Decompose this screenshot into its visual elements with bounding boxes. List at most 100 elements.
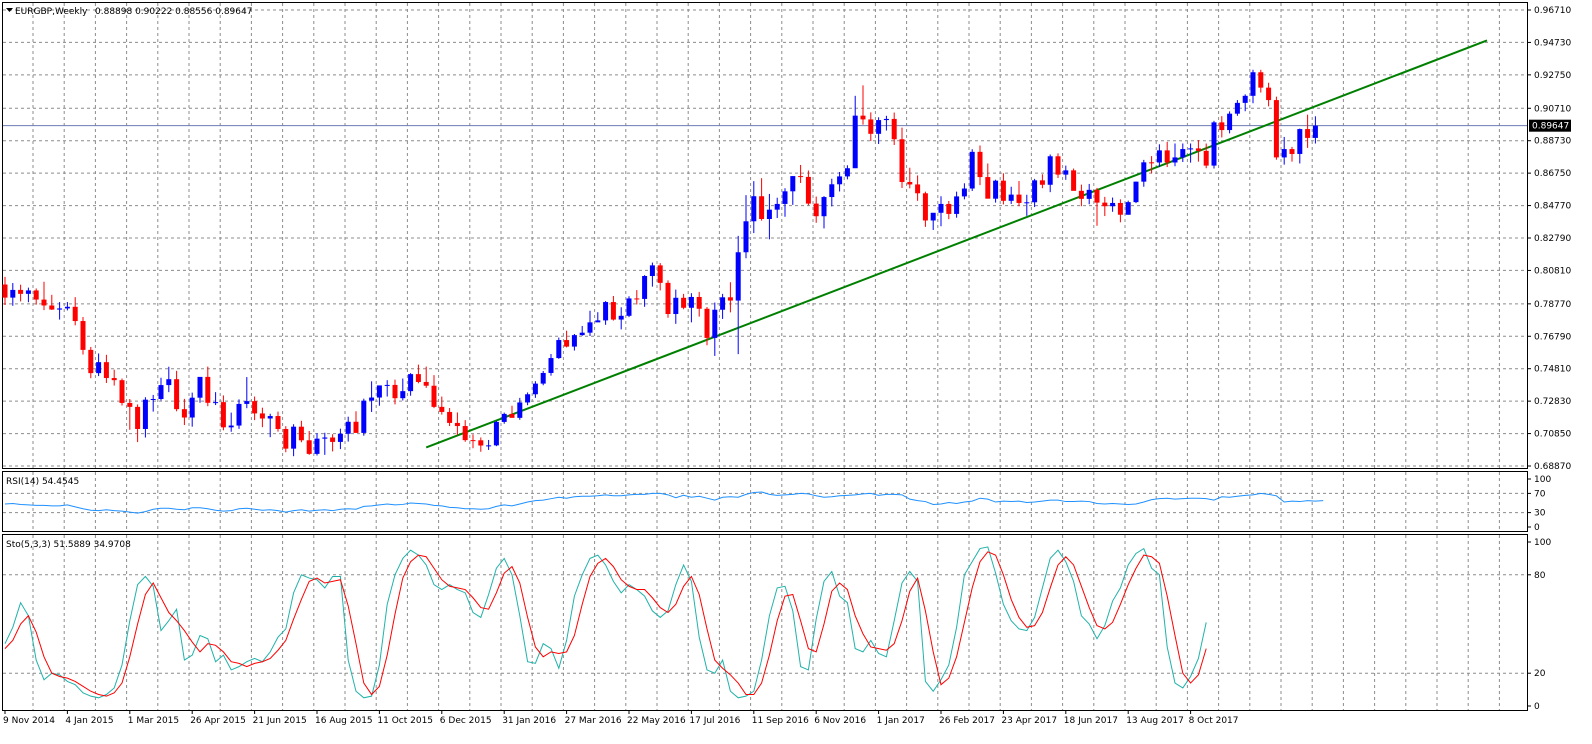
candle-body bbox=[969, 151, 975, 189]
stochastic-tick-label: 20 bbox=[1534, 669, 1546, 679]
time-tick-label: 11 Sep 2016 bbox=[752, 716, 809, 726]
candle-body bbox=[291, 426, 297, 449]
candle-body bbox=[907, 181, 913, 185]
candle-body bbox=[189, 397, 195, 418]
candle-body bbox=[298, 426, 304, 441]
candle-body bbox=[649, 265, 655, 276]
price-tick-label: 0.94730 bbox=[1534, 38, 1571, 48]
candle-body bbox=[454, 422, 460, 427]
time-tick-label: 9 Nov 2014 bbox=[3, 716, 55, 726]
candle-body bbox=[57, 308, 63, 310]
candle-body bbox=[1273, 100, 1279, 158]
rsi-line bbox=[4, 491, 1324, 514]
stochastic-tick-label: 100 bbox=[1534, 538, 1551, 548]
time-tick-label: 11 Oct 2015 bbox=[377, 716, 433, 726]
candle-body bbox=[306, 440, 312, 454]
candle-body bbox=[1125, 202, 1131, 215]
time-tick-label: 26 Feb 2017 bbox=[939, 716, 995, 726]
rsi-panel-frame bbox=[2, 471, 1528, 532]
time-tick-label: 16 Aug 2015 bbox=[315, 716, 373, 726]
candle-body bbox=[532, 383, 538, 395]
candle-body bbox=[376, 385, 382, 398]
candle-body bbox=[259, 413, 265, 419]
trendline[interactable] bbox=[425, 39, 1488, 449]
candle-body bbox=[1164, 150, 1170, 163]
rsi-panel[interactable]: 100 70 30 0 RSI(14) 54.4545 bbox=[2, 471, 1552, 534]
candle-body bbox=[556, 340, 562, 359]
candle-body bbox=[993, 180, 999, 199]
candle-body bbox=[1156, 150, 1162, 163]
time-tick-label: 23 Apr 2017 bbox=[1001, 716, 1057, 726]
caret-down-icon[interactable] bbox=[6, 8, 13, 12]
candle-body bbox=[704, 308, 710, 338]
candle-body bbox=[1016, 194, 1022, 203]
time-tick-label: 1 Jan 2017 bbox=[877, 716, 925, 726]
time-tick-label: 18 Jun 2017 bbox=[1064, 716, 1118, 726]
candle-body bbox=[1102, 202, 1108, 207]
candle-body bbox=[1078, 190, 1084, 199]
candle-body bbox=[314, 438, 320, 454]
candle-body bbox=[977, 151, 983, 178]
candle-body bbox=[696, 296, 702, 309]
price-tick-label: 0.74810 bbox=[1534, 365, 1571, 375]
stochastic-grid bbox=[3, 535, 1527, 710]
candle-body bbox=[1180, 149, 1186, 158]
candle-body bbox=[1110, 202, 1116, 207]
candle-body bbox=[1094, 189, 1100, 203]
candle-body bbox=[876, 120, 882, 134]
candle-body bbox=[1195, 148, 1201, 151]
candle-body bbox=[447, 411, 453, 423]
stochastic-panel[interactable]: 100 80 20 0 Sto(5,3,3) 51.5889 34.9708 bbox=[2, 534, 1552, 713]
time-tick-label: 27 Mar 2016 bbox=[565, 716, 622, 726]
price-tick-label: 0.96710 bbox=[1534, 6, 1571, 16]
candle-body bbox=[610, 302, 616, 320]
candle-body bbox=[1141, 162, 1147, 182]
candle-body bbox=[1289, 149, 1295, 154]
price-tick-label: 0.82790 bbox=[1534, 234, 1571, 244]
price-panel-frame bbox=[2, 2, 1528, 469]
price-axis: 0.96710 0.94730 0.92750 0.90710 0.88730 0.867… bbox=[1527, 6, 1571, 472]
candle-body bbox=[1047, 156, 1053, 185]
candle-body bbox=[1250, 72, 1256, 96]
time-tick-label: 8 Oct 2017 bbox=[1189, 716, 1239, 726]
candle-body bbox=[735, 252, 741, 301]
candle-body bbox=[244, 401, 250, 404]
candle-body bbox=[72, 306, 78, 322]
candle-body bbox=[462, 426, 468, 441]
candle-body bbox=[587, 322, 593, 333]
candle-body bbox=[961, 188, 967, 197]
candle-body bbox=[486, 445, 492, 447]
price-tick-label: 0.76790 bbox=[1534, 332, 1571, 342]
candle-body bbox=[423, 381, 429, 386]
candle-body bbox=[119, 380, 125, 403]
candle-body bbox=[478, 440, 484, 446]
time-tick-label: 22 May 2016 bbox=[627, 716, 686, 726]
candle-body bbox=[1032, 180, 1038, 203]
candle-body bbox=[49, 305, 55, 310]
price-panel[interactable]: 0.96710 0.94730 0.92750 0.90710 0.88730 0.867… bbox=[2, 2, 1572, 473]
candle-body bbox=[798, 176, 804, 178]
candle-body bbox=[470, 440, 476, 442]
candle-body bbox=[18, 289, 24, 294]
candle-body bbox=[579, 332, 585, 336]
candle-body bbox=[1297, 129, 1303, 154]
stochastic-main-line bbox=[4, 546, 1207, 699]
candle-body bbox=[158, 385, 164, 400]
candle-body bbox=[384, 384, 390, 386]
candle-body bbox=[618, 315, 624, 320]
price-tick-label: 0.72830 bbox=[1534, 397, 1571, 407]
time-tick-label: 6 Nov 2016 bbox=[814, 716, 866, 726]
candle-body bbox=[439, 406, 445, 412]
candle-body bbox=[337, 433, 343, 442]
candle-body bbox=[228, 425, 234, 428]
candle-body bbox=[174, 379, 180, 410]
candle-body bbox=[2, 284, 8, 298]
candle-body bbox=[813, 203, 819, 217]
candle-body bbox=[1063, 170, 1069, 175]
time-tick-label: 26 Apr 2015 bbox=[190, 716, 246, 726]
candle-body bbox=[135, 406, 141, 429]
rsi-tick-label: 70 bbox=[1534, 489, 1546, 499]
candle-body bbox=[626, 298, 632, 316]
candle-body bbox=[415, 374, 421, 382]
